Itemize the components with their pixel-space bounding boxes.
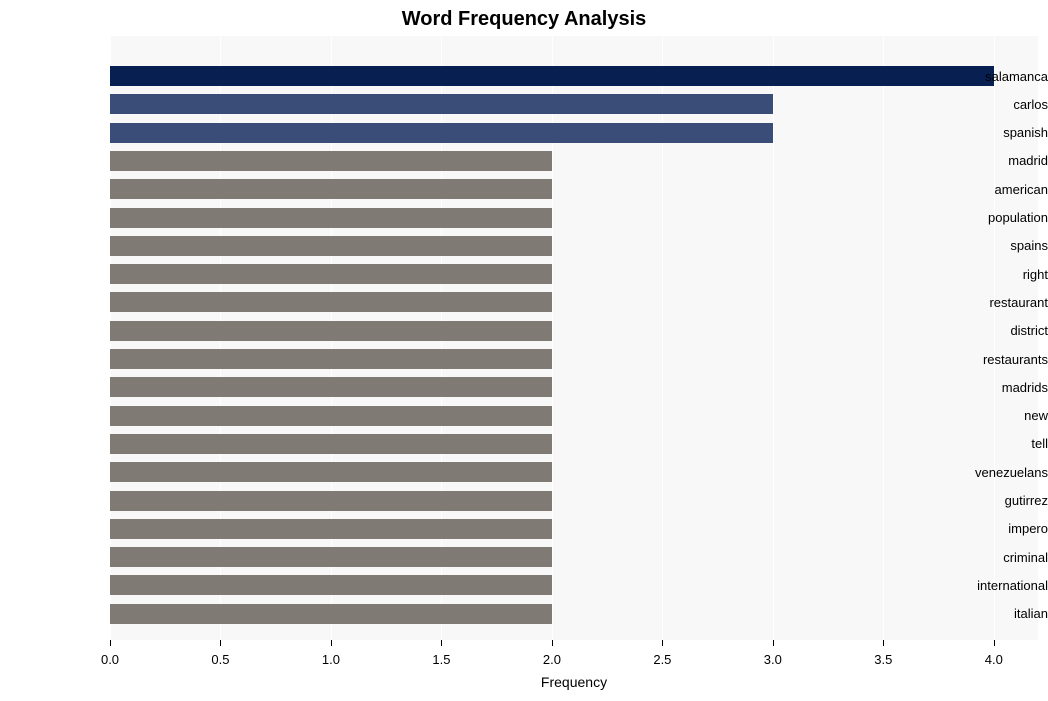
y-label-tell: tell: [946, 436, 1048, 451]
x-tick-label: 0.5: [211, 652, 229, 667]
gridline: [883, 36, 884, 640]
y-label-spains: spains: [946, 238, 1048, 253]
y-label-impero: impero: [946, 521, 1048, 536]
bar-restaurants: [110, 349, 552, 369]
bar-carlos: [110, 94, 773, 114]
y-label-population: population: [946, 210, 1048, 225]
plot-area: [110, 36, 1038, 640]
bar-italian: [110, 604, 552, 624]
x-tick-mark: [441, 640, 442, 646]
bar-gutirrez: [110, 491, 552, 511]
y-label-district: district: [946, 323, 1048, 338]
y-label-carlos: carlos: [946, 97, 1048, 112]
y-label-venezuelans: venezuelans: [946, 465, 1048, 480]
y-label-madrids: madrids: [946, 380, 1048, 395]
bar-district: [110, 321, 552, 341]
bar-spanish: [110, 123, 773, 143]
y-label-restaurant: restaurant: [946, 295, 1048, 310]
x-axis-title: Frequency: [110, 674, 1038, 690]
bar-population: [110, 208, 552, 228]
gridline: [773, 36, 774, 640]
y-label-gutirrez: gutirrez: [946, 493, 1048, 508]
y-label-american: american: [946, 182, 1048, 197]
bar-right: [110, 264, 552, 284]
bar-madrid: [110, 151, 552, 171]
x-tick-label: 1.5: [432, 652, 450, 667]
x-tick-label: 2.0: [543, 652, 561, 667]
y-label-salamanca: salamanca: [946, 69, 1048, 84]
y-label-international: international: [946, 578, 1048, 593]
y-label-new: new: [946, 408, 1048, 423]
bar-new: [110, 406, 552, 426]
x-tick-label: 3.0: [764, 652, 782, 667]
bar-impero: [110, 519, 552, 539]
x-tick-mark: [220, 640, 221, 646]
bar-restaurant: [110, 292, 552, 312]
x-tick-label: 1.0: [322, 652, 340, 667]
bar-venezuelans: [110, 462, 552, 482]
y-label-italian: italian: [946, 606, 1048, 621]
x-tick-mark: [994, 640, 995, 646]
x-tick-label: 0.0: [101, 652, 119, 667]
x-tick-label: 2.5: [653, 652, 671, 667]
x-tick-mark: [552, 640, 553, 646]
y-label-restaurants: restaurants: [946, 352, 1048, 367]
bar-salamanca: [110, 66, 994, 86]
y-label-madrid: madrid: [946, 153, 1048, 168]
chart-container: Word Frequency Analysis salamanca carlos s…: [0, 0, 1048, 701]
x-tick-label: 4.0: [985, 652, 1003, 667]
bar-spains: [110, 236, 552, 256]
x-tick-mark: [773, 640, 774, 646]
bar-american: [110, 179, 552, 199]
bar-madrids: [110, 377, 552, 397]
x-tick-label: 3.5: [874, 652, 892, 667]
y-label-right: right: [946, 267, 1048, 282]
bar-tell: [110, 434, 552, 454]
x-tick-mark: [110, 640, 111, 646]
x-tick-mark: [883, 640, 884, 646]
y-label-criminal: criminal: [946, 550, 1048, 565]
x-tick-mark: [331, 640, 332, 646]
chart-title: Word Frequency Analysis: [0, 8, 1048, 31]
bar-international: [110, 575, 552, 595]
bar-criminal: [110, 547, 552, 567]
x-tick-mark: [662, 640, 663, 646]
y-label-spanish: spanish: [946, 125, 1048, 140]
